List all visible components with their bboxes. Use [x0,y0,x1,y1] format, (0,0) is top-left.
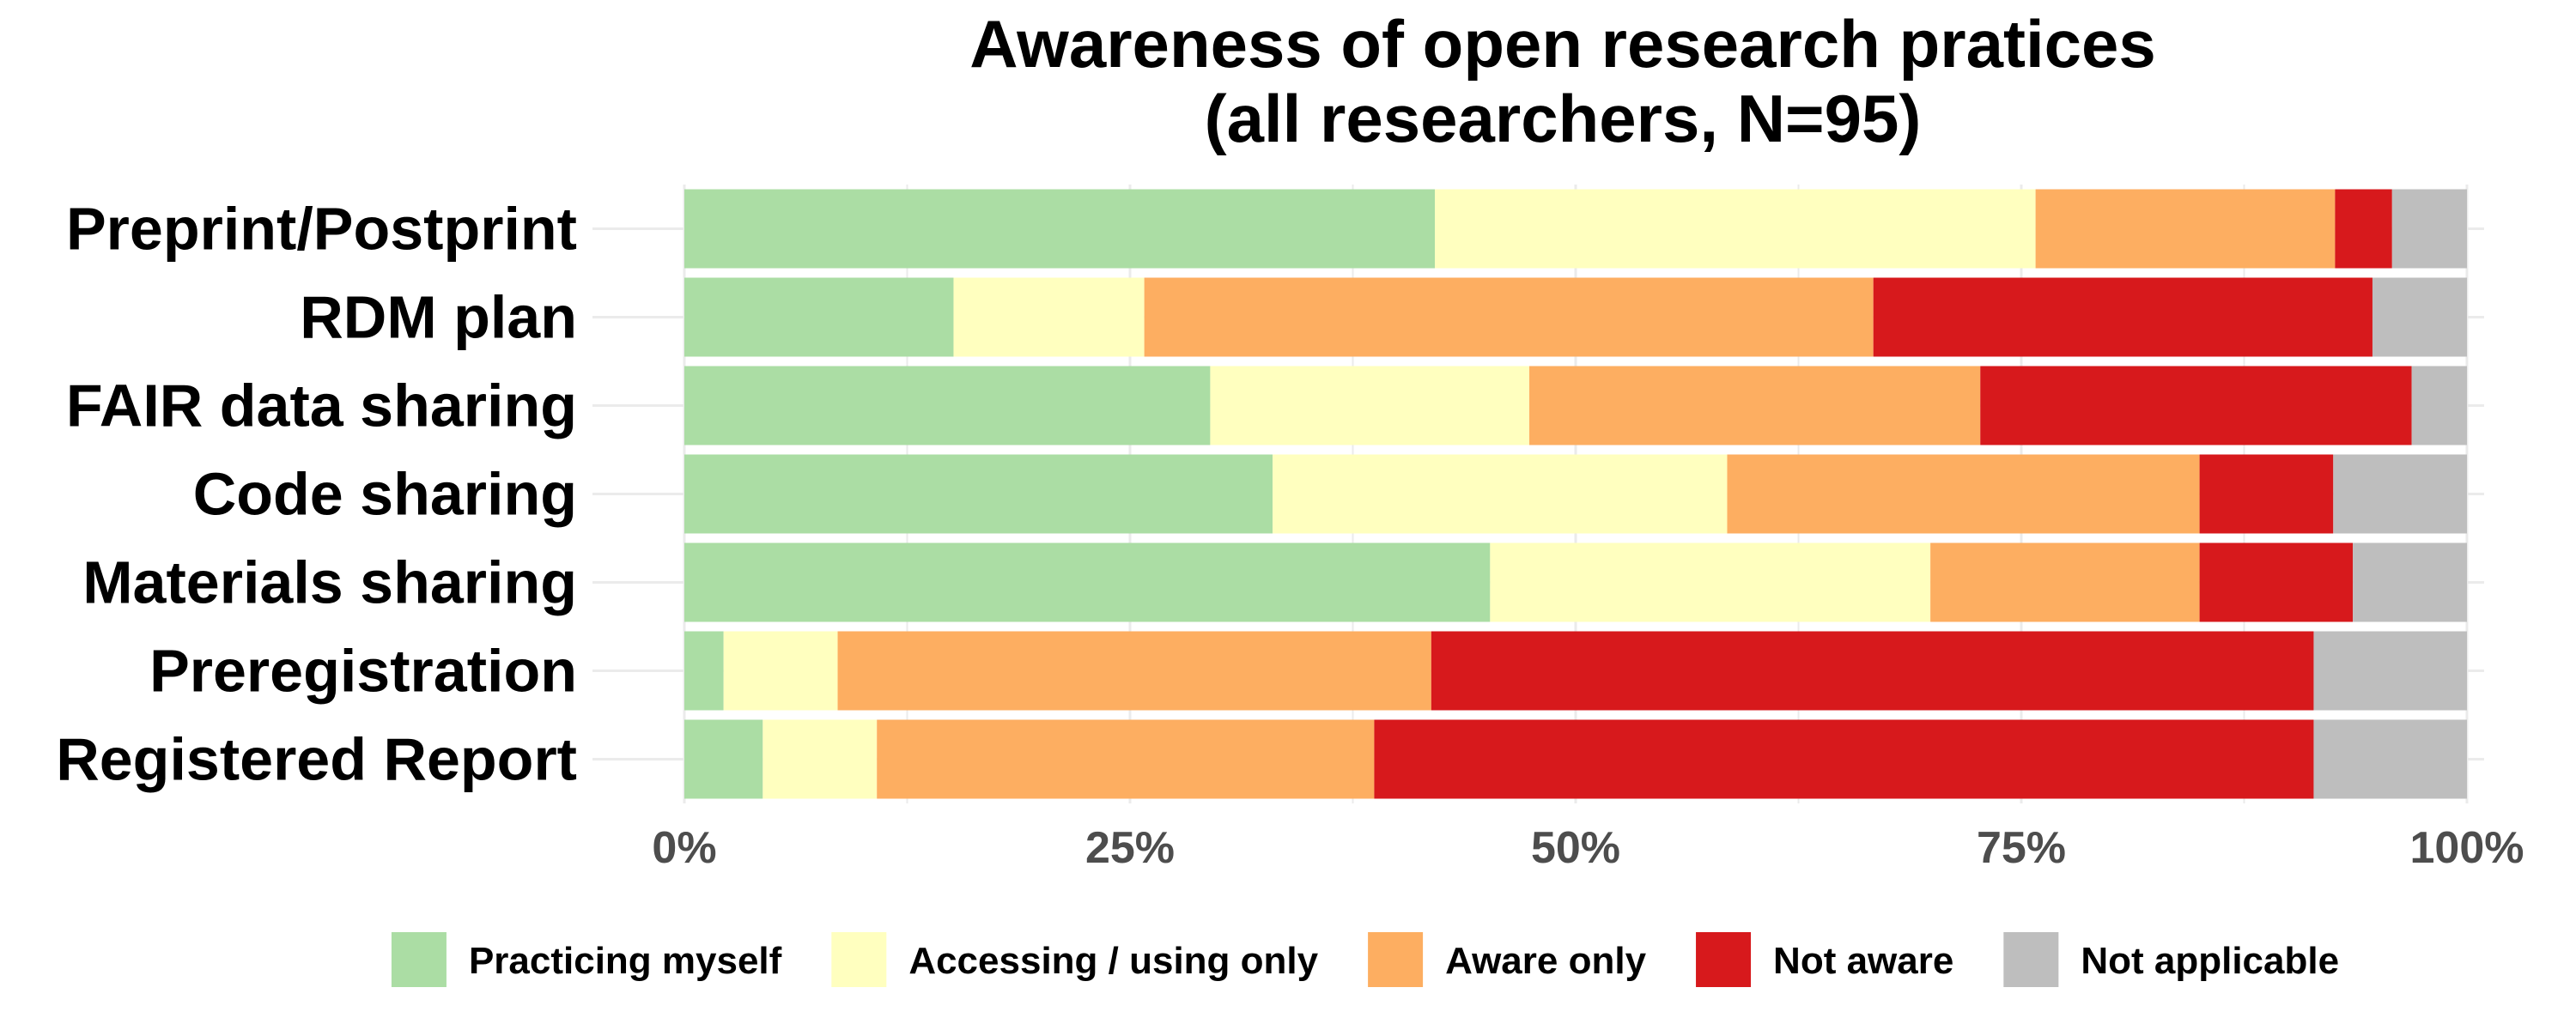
bar-segment [2313,631,2467,711]
bar-segment [1431,631,2314,711]
bar-segment [2199,454,2334,534]
bar-segment [2353,542,2467,622]
bar-segment [1434,189,2036,269]
category-label: Preregistration [149,638,577,705]
bar-segment [684,719,763,799]
legend-label: Accessing / using only [908,940,1318,982]
bar-segment [2333,454,2467,534]
bar-segment [684,366,1211,445]
x-tick-label: 0% [652,823,716,873]
bar-segment [684,454,1273,534]
category-label: FAIR data sharing [66,373,577,439]
legend-label: Practicing myself [469,940,782,982]
legend-label: Aware only [1445,940,1646,982]
x-tick-label: 50% [1531,823,1620,873]
bar-segment [2411,366,2467,445]
bar-segment [684,277,954,357]
category-label: Code sharing [193,461,577,528]
chart-subtitle: (all researchers, N=95) [1205,81,1922,156]
category-label: Preprint/Postprint [66,196,577,263]
x-tick-label: 100% [2410,823,2524,873]
legend: Practicing myself Accessing / using only A… [391,932,2339,987]
legend-swatch [391,932,447,987]
chart-title: Awareness of open research pratices [969,6,2156,82]
bar-segment [684,631,724,711]
bar-segment [2199,542,2354,622]
legend-label: Not applicable [2081,940,2339,982]
bars-group [684,189,2467,799]
bar-segment [2391,189,2467,269]
bar-segment [1873,277,2372,357]
bar-segment [1930,542,2200,622]
legend-swatch [831,932,887,987]
bar-segment [762,719,878,799]
legend-swatch [2003,932,2059,987]
category-label: Materials sharing [82,549,577,616]
bar-segment [953,277,1145,357]
bar-segment [1210,366,1530,445]
bar-segment [2335,189,2392,269]
bar-segment [723,631,838,711]
bar-segment [837,631,1431,711]
bar-segment [1374,719,2314,799]
bar-segment [684,189,1435,269]
legend-swatch [1696,932,1752,987]
x-tick-label: 25% [1085,823,1175,873]
bar-segment [1529,366,1981,445]
bar-segment [877,719,1375,799]
category-label: RDM plan [300,284,577,351]
bar-segment [2372,277,2467,357]
legend-label: Not aware [1773,940,1953,982]
bar-segment [1490,542,1931,622]
bar-segment [1273,454,1728,534]
bar-segment [2313,719,2467,799]
x-axis-ticks: 0% 25% 50% 75% 100% [652,823,2524,873]
legend-swatch [1368,932,1424,987]
bar-segment [1727,454,2200,534]
category-label: Registered Report [56,726,577,793]
x-tick-label: 75% [1977,823,2066,873]
bar-segment [684,542,1491,622]
category-labels: Preprint/Postprint RDM plan FAIR data shar… [56,196,577,793]
bar-segment [1980,366,2412,445]
bar-segment [1144,277,1874,357]
bar-segment [2035,189,2336,269]
